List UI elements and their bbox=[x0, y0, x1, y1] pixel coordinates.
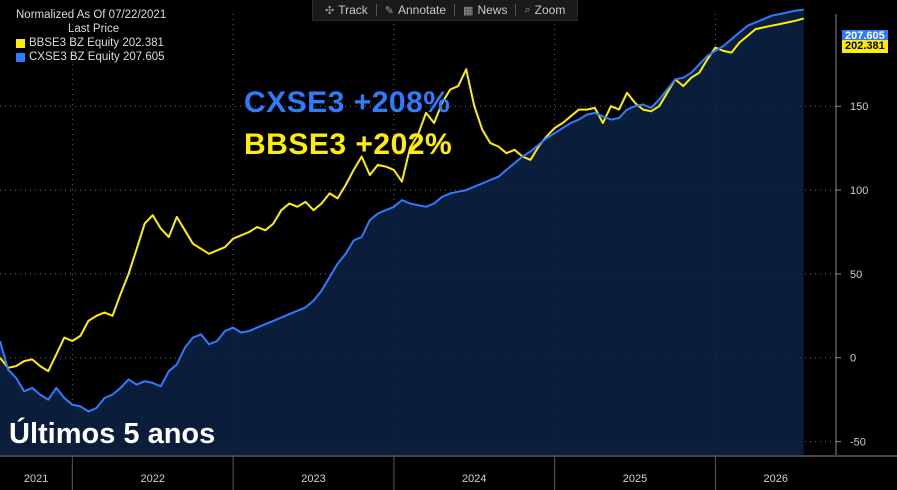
legend-swatch-bbse3 bbox=[16, 38, 25, 48]
legend-value-bbse3: 202.381 bbox=[122, 37, 164, 49]
y-tick-label: 150 bbox=[850, 101, 868, 113]
chart-toolbar: ✣ Track ✎ Annotate ▦ News ⌕ Zoom bbox=[312, 0, 579, 21]
legend-item-bbse3[interactable]: BBSE3 BZ Equity 202.381 bbox=[4, 36, 166, 50]
legend-value-cxse3: 207.605 bbox=[122, 51, 165, 63]
y-tick-label: 0 bbox=[850, 353, 856, 365]
cxse3-series-line bbox=[0, 8, 804, 413]
x-tick-label: 2021 bbox=[24, 473, 48, 485]
legend-item-cxse3[interactable]: CXSE3 BZ Equity 207.605 bbox=[4, 50, 166, 64]
y-tick-label: -50 bbox=[850, 437, 866, 449]
track-label: Track bbox=[338, 3, 368, 17]
toolbar-divider bbox=[515, 4, 517, 16]
annotate-icon: ✎ bbox=[384, 4, 394, 17]
x-tick-label: 2022 bbox=[140, 473, 164, 485]
zoom-button[interactable]: ⌕ Zoom bbox=[524, 3, 565, 17]
legend-swatch-cxse3 bbox=[16, 52, 25, 62]
bbse3-series-line bbox=[0, 17, 805, 373]
cxse3-last-price-tag: 207.605 bbox=[842, 30, 888, 43]
annotate-button[interactable]: ✎ Annotate bbox=[385, 3, 446, 17]
legend-header: Normalized As Of 07/22/2021 bbox=[16, 9, 167, 21]
x-tick-label: 2026 bbox=[763, 473, 787, 485]
legend-subheader: Last Price bbox=[68, 23, 120, 35]
y-tick-label: 50 bbox=[850, 269, 862, 281]
x-tick-label: 2025 bbox=[623, 473, 647, 485]
toolbar-divider bbox=[375, 4, 377, 16]
y-tick-label: 100 bbox=[850, 185, 868, 197]
bbse3-return-annotation: BBSE3 +202% bbox=[244, 128, 453, 161]
news-label: News bbox=[477, 3, 508, 17]
news-icon: ▦ bbox=[463, 4, 474, 17]
toolbar-divider bbox=[454, 4, 456, 16]
x-tick-label: 2024 bbox=[462, 473, 486, 485]
zoom-icon: ⌕ bbox=[524, 3, 531, 16]
chart-legend: Normalized As Of 07/22/2021 Last Price B… bbox=[4, 8, 166, 64]
legend-label-bbse3: BBSE3 BZ Equity bbox=[29, 37, 120, 49]
legend-label-cxse3: CXSE3 BZ Equity bbox=[29, 51, 120, 63]
zoom-label: Zoom bbox=[534, 3, 566, 17]
track-button[interactable]: ✣ Track bbox=[325, 3, 368, 17]
bbse3-last-price-tag: 202.381 bbox=[842, 40, 888, 53]
news-button[interactable]: ▦ News bbox=[463, 3, 507, 17]
cxse3-return-annotation: CXSE3 +208% bbox=[244, 86, 451, 119]
track-icon: ✣ bbox=[325, 4, 335, 17]
annotate-label: Annotate bbox=[398, 3, 447, 17]
x-tick-label: 2023 bbox=[301, 473, 325, 485]
period-annotation: Últimos 5 anos bbox=[9, 418, 216, 450]
